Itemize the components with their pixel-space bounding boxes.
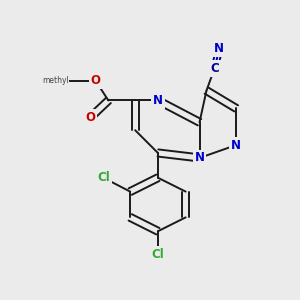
- Text: O: O: [91, 74, 100, 87]
- Text: Cl: Cl: [97, 171, 110, 184]
- Text: C: C: [210, 62, 219, 75]
- Text: methyl: methyl: [42, 76, 69, 85]
- Text: Cl: Cl: [152, 248, 164, 260]
- Text: N: N: [194, 152, 205, 164]
- Text: O: O: [85, 111, 96, 124]
- Text: N: N: [153, 94, 163, 107]
- Text: N: N: [231, 139, 241, 152]
- Text: N: N: [214, 42, 224, 56]
